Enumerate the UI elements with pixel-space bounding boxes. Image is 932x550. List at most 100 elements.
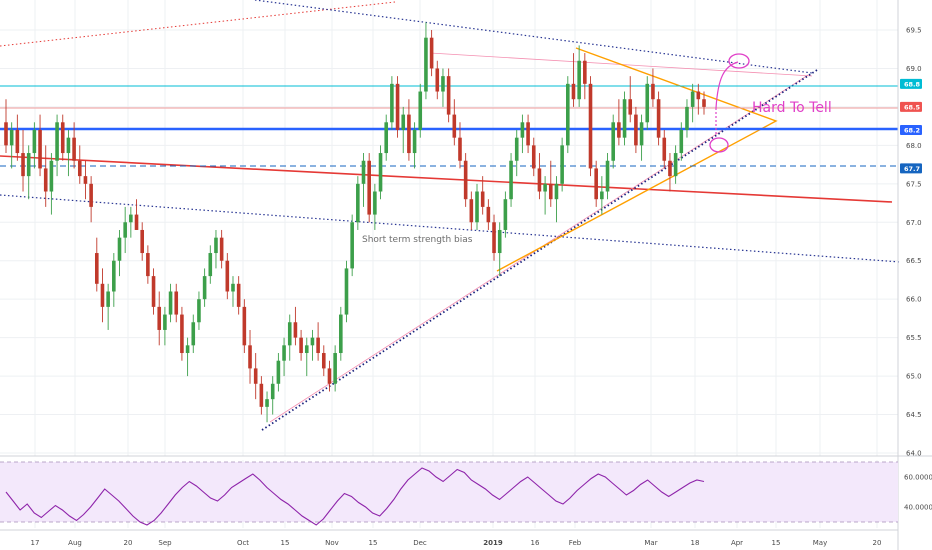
candle-body: [339, 314, 343, 354]
candle-body: [123, 222, 127, 238]
pink-arrow-up[interactable]: [715, 61, 739, 109]
candle: [327, 360, 332, 392]
candle: [219, 229, 224, 269]
candle: [622, 91, 627, 146]
candle: [282, 337, 286, 377]
candle-body: [475, 191, 479, 223]
candle-body: [151, 276, 156, 307]
candle-body: [401, 114, 406, 130]
time-tick-label: 16: [531, 539, 540, 547]
candle-body: [55, 122, 59, 161]
candle: [350, 214, 354, 277]
candle: [157, 291, 162, 346]
candle-body: [72, 137, 76, 161]
candle-body: [429, 37, 434, 69]
candle: [185, 337, 190, 377]
time-tick-label: 2019: [483, 539, 503, 547]
candle-body: [282, 345, 286, 361]
candle: [446, 68, 451, 123]
candle-body: [26, 153, 31, 177]
price-badge: 67.7: [900, 163, 922, 174]
trendline-top-blue-dotted[interactable]: [254, 0, 813, 74]
time-tick-label: 15: [772, 539, 781, 547]
candle-body: [469, 199, 474, 223]
candle-body: [407, 114, 411, 154]
candle: [373, 183, 377, 230]
candle: [497, 222, 502, 277]
time-tick-label: Apr: [731, 539, 743, 547]
candle-body: [140, 229, 144, 254]
candle-body: [418, 91, 423, 130]
candle-body: [571, 83, 576, 100]
annotations[interactable]: Short term strength bias Hard To Tell: [362, 53, 832, 245]
candle: [554, 176, 559, 223]
candle: [560, 137, 564, 192]
time-tick-label: 17: [31, 539, 40, 547]
trendline-lower-blue-dotted[interactable]: [0, 194, 901, 263]
candle-body: [503, 199, 508, 230]
candle: [424, 22, 428, 100]
trendline-top-red-dotted[interactable]: [0, 1, 396, 47]
candle-body: [446, 76, 451, 115]
price-badge: 68.5: [900, 101, 922, 112]
candle-body: [656, 99, 661, 138]
candle: [134, 199, 139, 230]
price-tick-label: 64.5: [906, 411, 922, 419]
candle-body: [9, 129, 14, 146]
candle: [651, 68, 655, 107]
candle: [174, 283, 179, 323]
annotation-short-term[interactable]: Short term strength bias: [362, 235, 473, 245]
pink-circle-top[interactable]: [728, 53, 750, 69]
triangle-pattern[interactable]: [496, 47, 778, 272]
candle: [168, 283, 173, 323]
candle: [531, 137, 536, 177]
candle-body: [458, 137, 462, 161]
candle-body: [543, 183, 547, 192]
candle: [486, 199, 491, 230]
candle-body: [497, 229, 502, 254]
candle-body: [112, 260, 116, 292]
rsi-pane[interactable]: 60.0000 40.0000: [0, 455, 932, 526]
candle: [310, 329, 315, 361]
candle: [673, 145, 678, 184]
candle: [571, 53, 576, 107]
candle: [9, 122, 14, 169]
candle: [117, 229, 122, 277]
candle: [146, 245, 150, 284]
price-tick-label: 67.5: [906, 180, 922, 188]
candle-body: [560, 145, 564, 184]
grid: [0, 0, 898, 528]
price-badge: 68.2: [900, 124, 922, 135]
candle: [304, 337, 309, 377]
candle-body: [174, 291, 179, 315]
candle-body: [208, 253, 213, 277]
candle-body: [146, 253, 150, 277]
time-tick-label: 15: [281, 539, 290, 547]
candle: [163, 306, 167, 346]
pink-circle-bottom[interactable]: [709, 137, 729, 153]
candle: [526, 114, 530, 154]
annotation-hard-to-tell[interactable]: Hard To Tell: [752, 100, 832, 116]
candle: [15, 114, 20, 161]
candle-body: [463, 160, 468, 200]
candle-body: [514, 137, 519, 161]
candle: [43, 145, 48, 207]
price-badge-label: 68.8: [904, 80, 921, 88]
candle: [588, 76, 593, 177]
candle-body: [293, 322, 298, 338]
time-axis[interactable]: 17 Aug 20 Sep Oct 15 Nov 15 Dec 2019 16 Feb Mar 18 Apr…: [0, 529, 898, 547]
candle-body: [577, 60, 581, 100]
price-tick-label: 65.0: [906, 373, 922, 381]
trendline-red-solid[interactable]: [0, 155, 893, 203]
candle: [259, 376, 264, 415]
candle-body: [231, 283, 235, 292]
candle: [242, 299, 247, 354]
candle: [480, 176, 485, 215]
time-tick-label: Nov: [325, 539, 339, 547]
candle: [611, 114, 616, 169]
candle-body: [270, 383, 275, 400]
candle: [197, 291, 201, 330]
price-axis[interactable]: 69.5 69.0 68.5 68.0 67.5 67.0 66.5 66.0 65.5 65.0…: [897, 0, 922, 550]
